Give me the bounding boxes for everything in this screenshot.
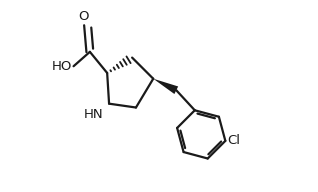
Text: Cl: Cl: [228, 134, 241, 147]
Text: O: O: [78, 10, 88, 23]
Text: HO: HO: [52, 60, 72, 73]
Text: HN: HN: [84, 108, 103, 122]
Polygon shape: [153, 79, 178, 94]
